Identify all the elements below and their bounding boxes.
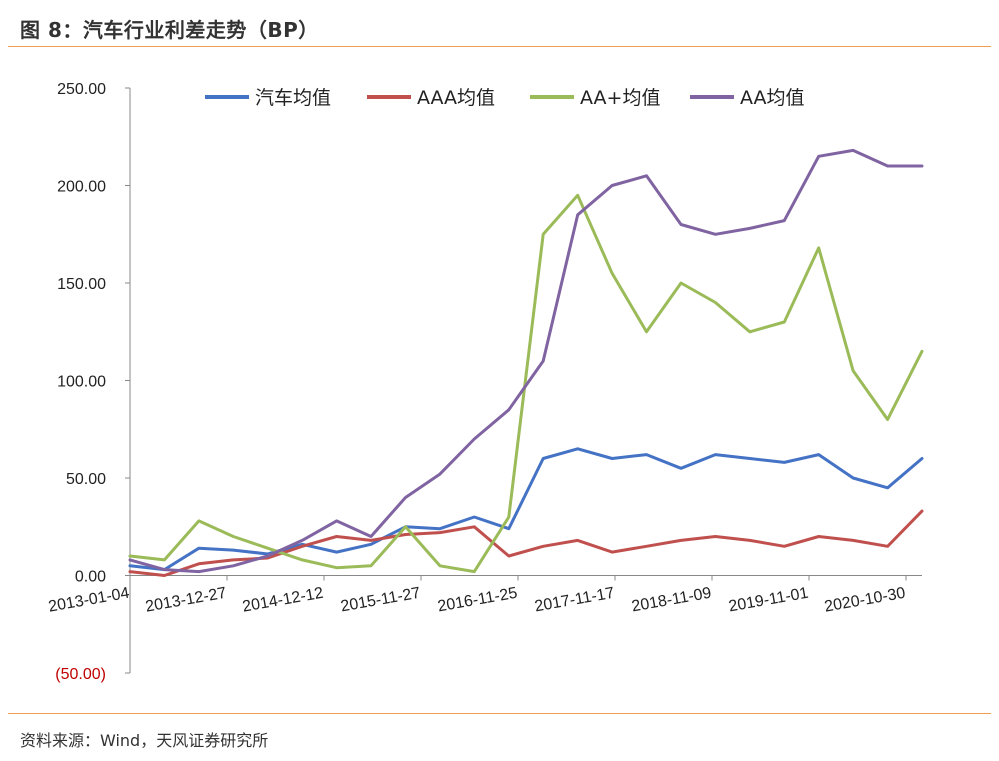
spread-line-chart: (50.00) 0.00 50.00 100.00 150.00 200.00 250.00… bbox=[47, 81, 924, 683]
legend-label: AA+均值 bbox=[580, 87, 660, 109]
series-line-AA+均值 bbox=[128, 193, 924, 574]
series-line-AA均值 bbox=[128, 148, 924, 574]
x-tick-label: 2015-11-27 bbox=[339, 585, 421, 616]
chart-axes: (50.00) 0.00 50.00 100.00 150.00 200.00 250.00… bbox=[47, 81, 922, 683]
legend-label: 汽车均值 bbox=[255, 87, 331, 109]
y-tick-label: 100.00 bbox=[57, 374, 106, 391]
x-tick-label: 2019-11-01 bbox=[727, 585, 809, 616]
legend-label: AA均值 bbox=[740, 87, 805, 109]
y-tick-label: 250.00 bbox=[57, 81, 106, 98]
chart-series bbox=[128, 148, 924, 577]
legend-label: AAA均值 bbox=[417, 87, 495, 109]
header-divider bbox=[8, 46, 991, 47]
page-title: 图 8：汽车行业利差走势（BP） bbox=[20, 18, 319, 42]
series-line-汽车均值 bbox=[128, 447, 924, 572]
y-tick-label: 0.00 bbox=[75, 569, 106, 586]
y-tick-label: 50.00 bbox=[66, 471, 106, 488]
y-tick-label: 200.00 bbox=[57, 179, 106, 196]
x-tick-label: 2018-11-09 bbox=[630, 585, 712, 616]
source-note: 资料来源：Wind，天风证券研究所 bbox=[20, 731, 269, 750]
x-tick-label: 2020-10-30 bbox=[823, 585, 907, 616]
x-tick-label: 2017-11-17 bbox=[533, 585, 615, 616]
y-tick-label: 150.00 bbox=[57, 276, 106, 293]
x-tick-label: 2013-01-04 bbox=[47, 585, 131, 616]
footer-divider bbox=[8, 713, 991, 714]
x-tick-label: 2013-12-27 bbox=[144, 585, 228, 616]
chart-legend: 汽车均值 AAA均值 AA+均值 AA均值 bbox=[205, 87, 805, 109]
y-tick-label: (50.00) bbox=[55, 666, 106, 683]
x-tick-label: 2014-12-12 bbox=[241, 585, 325, 616]
x-tick-label: 2016-11-25 bbox=[436, 585, 518, 616]
